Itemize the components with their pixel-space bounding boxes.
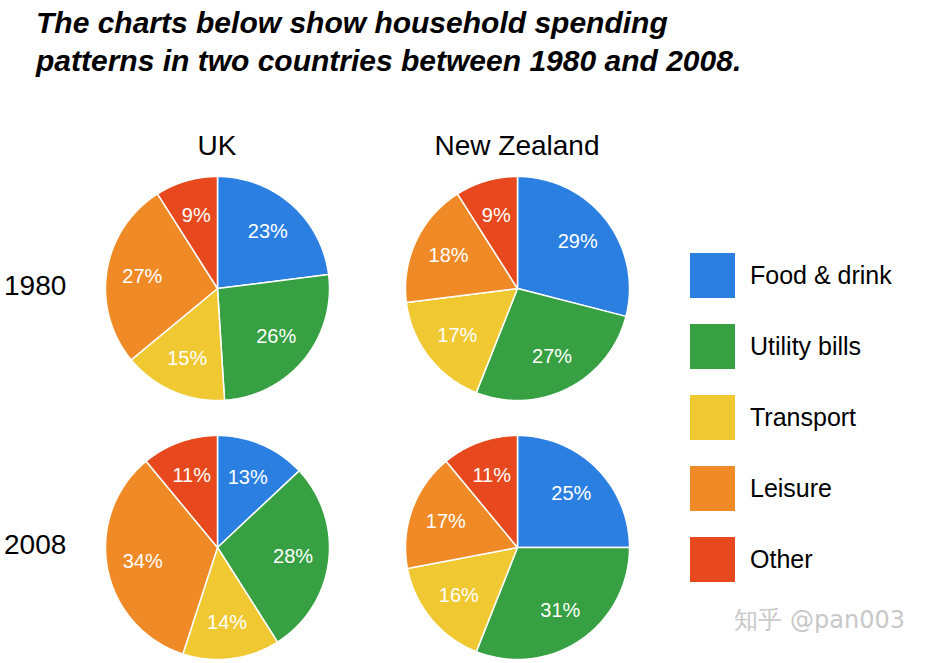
svg-text:23%: 23%	[248, 220, 288, 242]
svg-text:28%: 28%	[273, 545, 313, 567]
svg-text:27%: 27%	[532, 345, 572, 367]
html-text:知乎 @pan003: 知乎 @pan003	[734, 606, 905, 634]
html-text:1980: 1980	[4, 270, 67, 301]
svg-text:25%: 25%	[551, 482, 591, 504]
svg-text:11%: 11%	[472, 464, 511, 486]
svg-text:11%: 11%	[172, 464, 211, 486]
html-text:Leisure: Leisure	[750, 474, 832, 502]
svg-text:18%: 18%	[429, 244, 469, 266]
svg-text:13%: 13%	[228, 466, 268, 488]
svg-text:27%: 27%	[122, 265, 162, 287]
html-text:Utility bills: Utility bills	[750, 332, 862, 360]
svg-text:26%: 26%	[256, 325, 296, 347]
svg-text:14%: 14%	[207, 611, 247, 633]
svg-text:34%: 34%	[123, 550, 163, 572]
html-text:UK: UK	[197, 130, 237, 161]
svg-text:9%: 9%	[482, 204, 511, 226]
svg-text:17%: 17%	[426, 510, 466, 532]
html-text:Food & drink: Food & drink	[750, 261, 892, 289]
svg-text:15%: 15%	[167, 347, 207, 369]
html-text:Other: Other	[750, 545, 813, 573]
html-text:The charts below show househol: The charts below show household spending…	[36, 6, 742, 77]
html-text:Transport: Transport	[750, 403, 857, 431]
svg-text:17%: 17%	[437, 324, 477, 346]
svg-text:9%: 9%	[182, 204, 211, 226]
html-text:2008: 2008	[4, 529, 67, 560]
html-text:New Zealand: New Zealand	[434, 130, 600, 161]
svg-text:31%: 31%	[540, 599, 580, 621]
svg-text:16%: 16%	[439, 584, 479, 606]
svg-text:29%: 29%	[558, 230, 598, 252]
